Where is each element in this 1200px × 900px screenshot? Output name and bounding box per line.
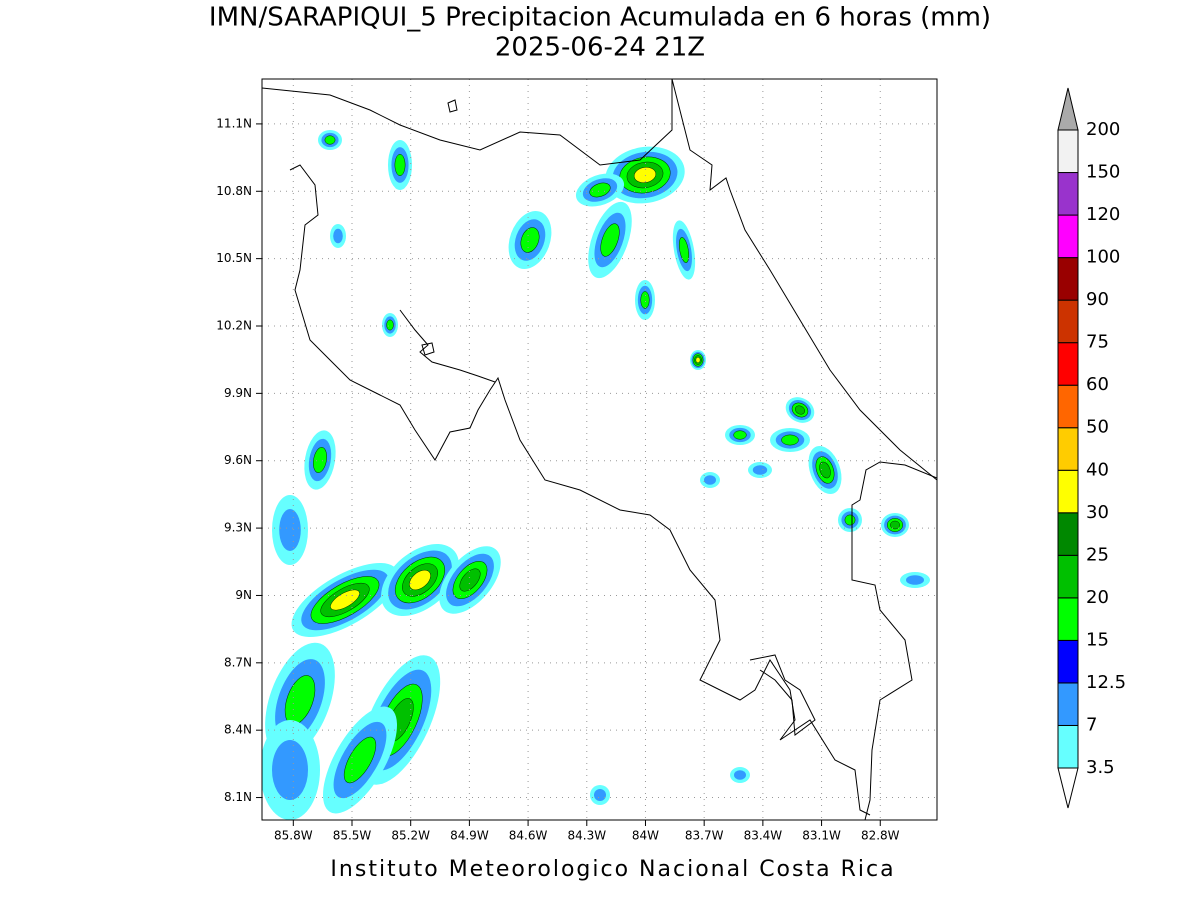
precip-area <box>678 237 690 263</box>
colorbar-label: 25 <box>1086 544 1109 565</box>
precip-area <box>890 520 900 530</box>
y-tick-label: 8.7N <box>224 655 252 669</box>
colorbar-under <box>1057 767 1079 809</box>
colorbar-label: 3.5 <box>1086 757 1115 778</box>
precip-area <box>695 357 701 363</box>
plot-frame <box>261 78 938 821</box>
precip-area <box>794 405 806 415</box>
x-tick-label: 84W <box>632 829 659 843</box>
colorbar-swatch <box>1057 724 1079 769</box>
precip-area <box>704 475 716 485</box>
island <box>421 342 435 356</box>
x-tick-label: 83.4W <box>744 829 783 843</box>
precip-area <box>394 154 406 176</box>
colorbar-label: 15 <box>1086 629 1109 650</box>
x-tick-label: 84.3W <box>567 829 606 843</box>
x-tick-label: 83.1W <box>802 829 841 843</box>
precip-layer <box>262 130 930 820</box>
colorbar-swatch <box>1057 384 1079 429</box>
precip-area <box>313 447 327 473</box>
colorbar-swatch <box>1057 639 1079 684</box>
coastline <box>749 654 816 736</box>
colorbar: 3.5 7 12.5 15 20 25 30 40 50 60 75 90 100 120 150 200 <box>1057 87 1126 809</box>
precip-area <box>819 461 831 479</box>
x-tick-label: 83.7W <box>685 829 724 843</box>
precip-area <box>600 223 620 257</box>
colorbar-label: 200 <box>1086 119 1120 140</box>
y-tick-label: 8.4N <box>224 723 252 737</box>
colorbar-label: 7 <box>1086 714 1097 735</box>
island <box>447 99 458 113</box>
coastline <box>671 79 937 481</box>
y-tick-label: 10.2N <box>216 319 252 333</box>
coastlines <box>262 79 937 820</box>
colorbar-swatch <box>1057 342 1079 386</box>
colorbar-label: 12.5 <box>1086 672 1126 693</box>
precip-area <box>520 227 540 253</box>
colorbar-swatch <box>1057 554 1079 599</box>
colorbar-label: 120 <box>1086 204 1120 225</box>
map-subtitle: 2025-06-24 21Z <box>495 33 705 63</box>
precip-area <box>752 465 768 475</box>
x-tick-label: 85.2W <box>391 829 430 843</box>
colorbar-label: 100 <box>1086 247 1120 268</box>
x-tick-label: 84.6W <box>509 829 548 843</box>
colorbar-label: 40 <box>1086 459 1109 480</box>
map-title: IMN/SARAPIQUI_5 Precipitacion Acumulada … <box>209 3 991 33</box>
precip-area <box>324 135 336 145</box>
precip-area <box>844 514 856 526</box>
precip-area <box>734 770 746 780</box>
precip-area <box>279 509 301 551</box>
colorbar-swatch <box>1057 257 1079 301</box>
y-tick-label: 10.5N <box>216 251 252 265</box>
grid: 85.8W 85.5W 85.2W 84.9W 84.6W 84.3W 84W 83.7W 83… <box>216 79 937 843</box>
y-tick-label: 9.3N <box>224 521 252 535</box>
precip-area <box>640 291 650 309</box>
colorbar-label: 75 <box>1086 332 1109 353</box>
y-tick-label: 11.1N <box>216 116 252 130</box>
colorbar-label: 150 <box>1086 162 1120 183</box>
colorbar-over <box>1057 87 1079 131</box>
x-tick-label: 82.8W <box>861 829 900 843</box>
precip-area <box>781 434 799 446</box>
precip-area <box>343 736 377 784</box>
colorbar-swatch <box>1057 469 1079 514</box>
y-tick-label: 8.1N <box>224 790 252 804</box>
precip-area <box>594 789 606 801</box>
colorbar-swatch <box>1057 172 1079 216</box>
border <box>851 461 937 820</box>
colorbar-swatch <box>1057 682 1079 726</box>
colorbar-label: 50 <box>1086 417 1109 438</box>
y-tick-label: 10.8N <box>216 184 252 198</box>
precip-area <box>386 319 394 331</box>
colorbar-label: 60 <box>1086 374 1109 395</box>
precip-area <box>906 575 924 585</box>
footer: Instituto Meteorologico Nacional Costa R… <box>330 857 895 882</box>
precip-area <box>589 182 611 198</box>
colorbar-swatch <box>1057 512 1079 556</box>
colorbar-swatch <box>1057 214 1079 259</box>
precip-area <box>409 569 431 591</box>
colorbar-label: 20 <box>1086 587 1109 608</box>
y-tick-label: 9N <box>235 588 252 602</box>
precip-area <box>333 228 343 244</box>
precip-area <box>459 568 481 592</box>
colorbar-swatch <box>1057 597 1079 641</box>
precip-area <box>272 740 308 800</box>
x-tick-label: 84.9W <box>450 829 489 843</box>
gulf-coast <box>399 309 496 383</box>
precip-area <box>733 430 747 440</box>
x-tick-label: 85.5W <box>333 829 372 843</box>
colorbar-swatch <box>1057 427 1079 471</box>
colorbar-label: 30 <box>1086 502 1109 523</box>
y-tick-label: 9.9N <box>224 386 252 400</box>
colorbar-swatch <box>1057 129 1079 174</box>
y-tick-label: 9.6N <box>224 453 252 467</box>
colorbar-label: 90 <box>1086 289 1109 310</box>
x-tick-label: 85.8W <box>274 829 313 843</box>
colorbar-swatch <box>1057 299 1079 344</box>
border <box>262 79 673 166</box>
